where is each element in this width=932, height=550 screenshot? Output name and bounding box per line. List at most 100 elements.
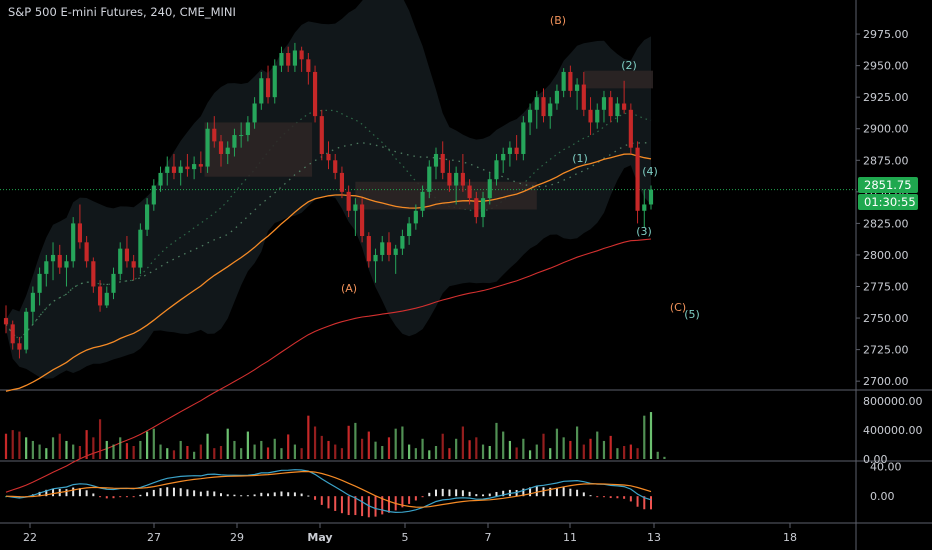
macd-histogram-bar: [152, 489, 155, 497]
volume-bar: [340, 448, 344, 459]
macd-histogram-bar: [435, 489, 437, 497]
candle: [145, 198, 150, 237]
macd-histogram-bar: [38, 491, 41, 497]
volume-bar: [119, 437, 122, 459]
volume-bar: [522, 438, 525, 459]
price-candles[interactable]: [3, 42, 654, 359]
macd-histogram-bar: [482, 494, 485, 497]
candle: [118, 242, 123, 281]
candle: [622, 80, 627, 114]
candle-body: [84, 242, 89, 262]
y-tick-label: 2825.00: [863, 217, 909, 230]
candle-body: [272, 65, 277, 98]
volume-bar: [481, 444, 485, 459]
volume-bar: [280, 448, 283, 459]
volume-bar: [401, 426, 404, 459]
candle: [131, 254, 136, 281]
volume-bar: [434, 446, 438, 459]
candle-body: [319, 116, 324, 154]
volume-bar: [293, 444, 297, 459]
candle-body: [111, 273, 116, 293]
volume-bar: [549, 448, 552, 459]
volume-bar: [461, 426, 464, 459]
candle-body: [50, 254, 56, 262]
candle-body: [239, 135, 244, 137]
volume-bar: [287, 434, 290, 459]
volume-bar: [145, 431, 149, 459]
volume-bar: [428, 450, 431, 459]
x-tick-label: May: [307, 531, 332, 544]
candle-body: [205, 128, 210, 167]
macd-histogram-bar: [461, 490, 464, 497]
candle-body: [333, 160, 338, 173]
candle: [407, 217, 412, 245]
y-tick-label: 2700.00: [863, 375, 909, 388]
y-tick-label: 2925.00: [863, 91, 909, 104]
candle-body: [57, 254, 62, 268]
candle-body: [265, 78, 271, 98]
x-tick-label: 13: [647, 531, 661, 544]
volume-bar: [166, 448, 169, 459]
macd-histogram-bar: [119, 496, 122, 498]
x-tick-label: 5: [402, 531, 409, 544]
candle: [608, 90, 613, 123]
volume-bar: [226, 428, 229, 459]
candle: [171, 153, 177, 180]
candle: [57, 244, 62, 274]
volume-bar: [18, 431, 21, 459]
candle: [527, 103, 533, 136]
candle-body: [10, 324, 15, 344]
volume-bar: [562, 437, 565, 459]
x-tick-label: 27: [147, 531, 161, 544]
candle: [581, 71, 586, 117]
candle: [561, 68, 566, 98]
volume-bar: [394, 428, 397, 459]
macd-histogram-bar: [320, 496, 323, 505]
macd-histogram-bar: [448, 489, 451, 497]
candle: [534, 90, 539, 129]
candle: [205, 122, 210, 173]
volume-bar: [159, 444, 162, 459]
volume-bar: [38, 444, 41, 459]
macd-histogram-bar: [421, 496, 424, 498]
candle-body: [373, 254, 378, 262]
candle: [642, 189, 647, 228]
candle: [37, 267, 42, 306]
volume-bar: [219, 446, 223, 459]
candle-body: [326, 153, 331, 161]
candle-body: [474, 198, 479, 218]
candle: [245, 116, 250, 142]
candle: [635, 141, 640, 224]
macd-tick-label: 40.00: [870, 461, 902, 474]
candle-body: [178, 166, 183, 173]
candle: [507, 141, 512, 167]
macd-histogram-bar: [555, 487, 558, 497]
volume-bar: [233, 440, 236, 459]
volume-bar: [72, 444, 75, 459]
y-tick-label: 2900.00: [863, 123, 909, 136]
volume-bar: [199, 444, 202, 459]
candle: [50, 242, 56, 281]
macd-histogram-bar: [636, 496, 639, 507]
countdown-tag: 01:30:55: [858, 194, 918, 210]
volume-bar: [421, 438, 424, 459]
candle: [333, 153, 338, 180]
volume-bar: [387, 437, 391, 459]
candle-body: [346, 191, 351, 211]
volume-bar: [240, 448, 243, 459]
volume-bar: [347, 425, 350, 459]
candle: [151, 179, 156, 211]
volume-bar: [354, 422, 357, 459]
candle-body: [145, 204, 150, 230]
candle: [212, 116, 217, 148]
candle: [84, 236, 89, 268]
macd-histogram-bar: [374, 496, 377, 517]
candle-body: [91, 261, 96, 287]
zone-box: [583, 70, 653, 89]
candle-body: [433, 153, 439, 167]
candle: [480, 191, 486, 228]
candle: [494, 153, 499, 186]
volume-bar: [25, 437, 28, 459]
candle-body: [353, 204, 358, 211]
